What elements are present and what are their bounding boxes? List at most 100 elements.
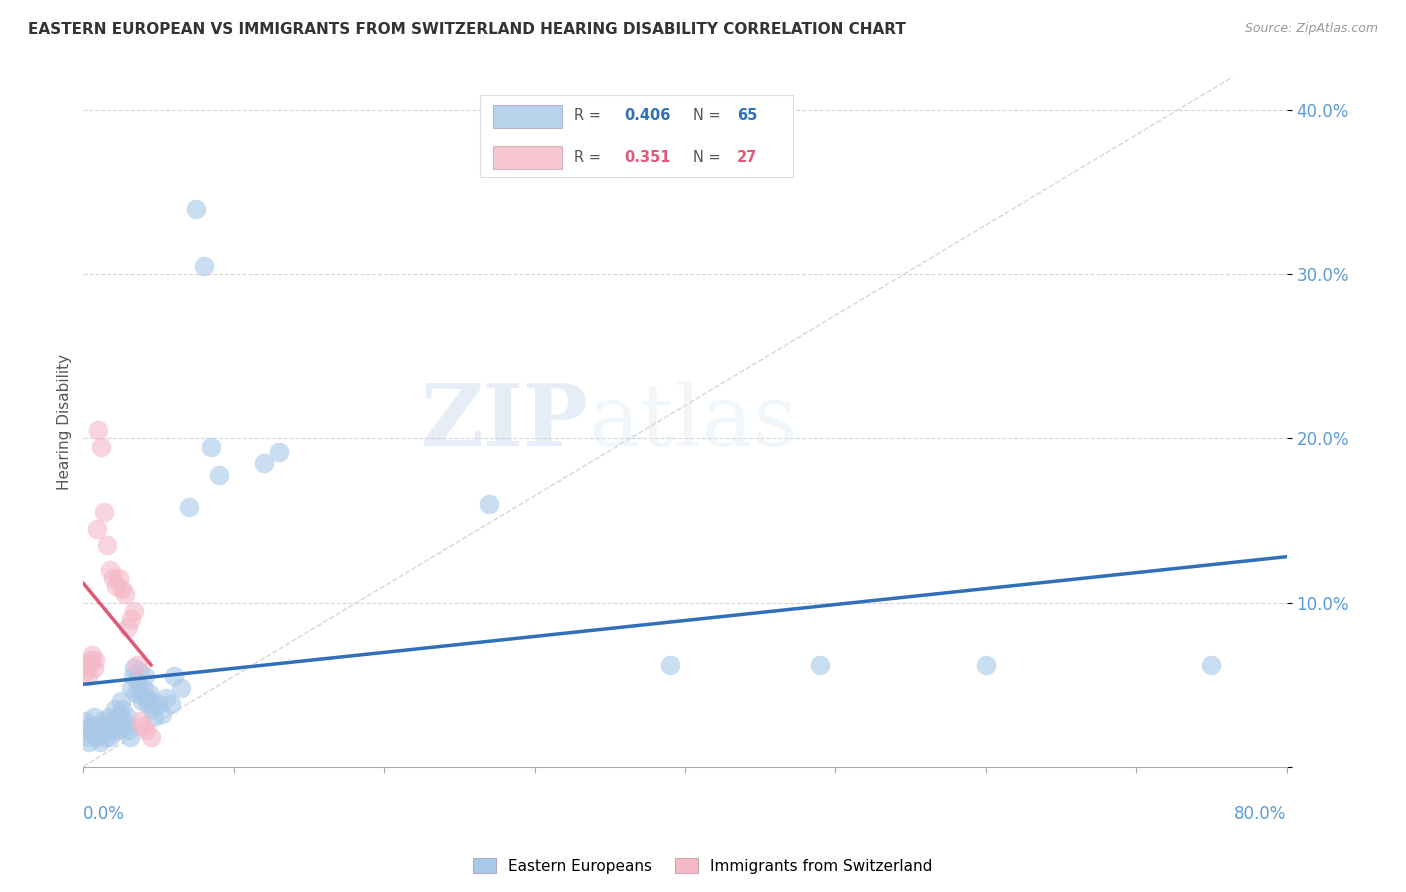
Point (107, 710, 129, 724)
Point (111, 582, 134, 597)
Point (82, 648, 104, 662)
Point (79, 735, 101, 749)
Text: EASTERN EUROPEAN VS IMMIGRANTS FROM SWITZERLAND HEARING DISABILITY CORRELATION C: EASTERN EUROPEAN VS IMMIGRANTS FROM SWIT… (28, 22, 905, 37)
Point (75, 665, 97, 679)
Point (86, 522, 108, 536)
Point (150, 707, 173, 722)
Point (134, 669, 156, 683)
Point (1201, 657, 1223, 672)
Point (73, 714, 96, 728)
Point (79, 657, 101, 672)
Point (80, 653, 103, 667)
Point (200, 440, 222, 454)
Point (120, 612, 142, 626)
Point (105, 718, 128, 732)
Point (974, 657, 997, 672)
Point (75, 723, 97, 738)
Point (127, 657, 149, 672)
Point (98, 563, 121, 577)
Point (159, 698, 181, 712)
Point (96, 538, 118, 552)
Text: ZIP: ZIP (420, 380, 589, 464)
Point (110, 694, 132, 708)
Point (143, 710, 166, 724)
Point (114, 718, 136, 732)
Point (93, 505, 115, 519)
Point (139, 730, 162, 744)
Point (135, 723, 157, 738)
Point (132, 718, 155, 732)
Point (124, 661, 146, 675)
Point (162, 669, 184, 683)
Point (101, 723, 124, 738)
Point (104, 702, 127, 716)
Point (108, 571, 131, 585)
Point (90, 440, 112, 454)
Point (87, 723, 110, 738)
Point (808, 657, 831, 672)
Point (83, 710, 105, 724)
Point (177, 500, 200, 515)
Point (129, 686, 152, 700)
Point (76, 669, 98, 683)
Text: atlas: atlas (589, 380, 797, 464)
Point (135, 690, 157, 705)
Point (208, 467, 231, 482)
Point (76, 730, 98, 744)
Point (103, 714, 125, 728)
Point (84, 718, 107, 732)
Point (118, 730, 141, 744)
Point (86, 730, 108, 744)
Point (89, 735, 111, 749)
Point (128, 665, 150, 679)
Point (94, 730, 117, 744)
Point (122, 669, 145, 683)
Point (132, 681, 155, 695)
Point (112, 714, 135, 728)
Point (131, 694, 153, 708)
Text: 0.0%: 0.0% (83, 805, 125, 823)
Point (253, 456, 276, 470)
Point (141, 702, 163, 716)
Point (267, 444, 290, 458)
Point (136, 698, 159, 712)
Point (82, 727, 104, 741)
Point (124, 604, 146, 618)
Point (108, 723, 131, 738)
Point (129, 714, 152, 728)
Legend: Eastern Europeans, Immigrants from Switzerland: Eastern Europeans, Immigrants from Switz… (467, 852, 939, 880)
Point (73, 657, 96, 672)
Point (658, 657, 681, 672)
Point (114, 587, 136, 601)
Text: 80.0%: 80.0% (1234, 805, 1286, 823)
Point (115, 710, 138, 724)
Point (103, 571, 125, 585)
Point (83, 661, 105, 675)
Point (148, 698, 170, 712)
Point (97, 710, 120, 724)
Point (478, 497, 501, 511)
Point (193, 259, 215, 273)
Point (170, 681, 193, 695)
Point (84, 653, 107, 667)
Point (80, 718, 103, 732)
Point (117, 723, 139, 738)
Point (139, 694, 162, 708)
Text: Source: ZipAtlas.com: Source: ZipAtlas.com (1244, 22, 1378, 36)
Point (91, 714, 114, 728)
Point (87, 423, 110, 437)
Point (117, 620, 139, 634)
Y-axis label: Hearing Disability: Hearing Disability (58, 354, 72, 490)
Point (120, 681, 142, 695)
Point (105, 579, 128, 593)
Point (138, 686, 160, 700)
Point (90, 727, 112, 741)
Point (96, 718, 118, 732)
Point (184, 202, 207, 216)
Point (98, 730, 121, 744)
Point (93, 723, 115, 738)
Point (127, 674, 149, 689)
Point (125, 686, 148, 700)
Point (155, 690, 177, 705)
Point (111, 702, 134, 716)
